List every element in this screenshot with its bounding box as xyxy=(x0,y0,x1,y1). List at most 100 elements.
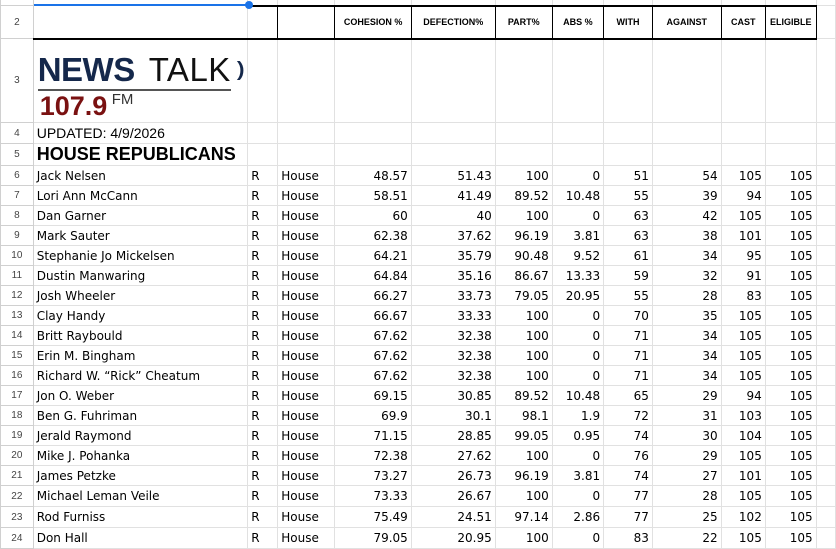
chamber-cell[interactable]: House xyxy=(277,185,336,206)
with-cell[interactable]: 76 xyxy=(603,445,653,466)
header-defection[interactable]: DEFECTION% xyxy=(410,4,496,40)
chamber-cell[interactable]: House xyxy=(277,205,336,226)
eligible-cell[interactable]: 105 xyxy=(764,445,817,466)
cell[interactable] xyxy=(815,143,836,166)
with-cell[interactable]: 55 xyxy=(603,285,653,306)
part-cell[interactable]: 100 xyxy=(494,527,553,549)
row-number[interactable]: 4 xyxy=(0,122,34,144)
cell[interactable] xyxy=(551,143,605,166)
part-cell[interactable]: 100 xyxy=(494,165,553,186)
chamber-cell[interactable]: House xyxy=(277,506,336,528)
cell[interactable] xyxy=(815,225,836,246)
row-number[interactable]: 16 xyxy=(0,365,34,386)
abs-cell[interactable]: 0 xyxy=(551,305,605,326)
with-cell[interactable]: 55 xyxy=(603,185,653,206)
legislator-name[interactable]: Jack Nelsen xyxy=(32,165,249,186)
part-cell[interactable]: 100 xyxy=(494,325,553,346)
legislator-name[interactable]: Mike J. Pohanka xyxy=(32,445,249,466)
part-cell[interactable]: 100 xyxy=(494,205,553,226)
defection-cell[interactable]: 32.38 xyxy=(410,345,496,366)
party-cell[interactable]: R xyxy=(247,345,279,366)
against-cell[interactable]: 38 xyxy=(651,225,722,246)
header-part[interactable]: PART% xyxy=(494,4,553,40)
cell[interactable] xyxy=(651,143,722,166)
abs-cell[interactable]: 3.81 xyxy=(551,465,605,486)
eligible-cell[interactable]: 105 xyxy=(764,527,817,549)
defection-cell[interactable]: 28.85 xyxy=(410,425,496,446)
party-cell[interactable]: R xyxy=(247,245,279,266)
cell[interactable] xyxy=(494,38,553,123)
abs-cell[interactable]: 20.95 xyxy=(551,285,605,306)
against-cell[interactable]: 28 xyxy=(651,485,722,507)
party-cell[interactable]: R xyxy=(247,265,279,286)
header-against[interactable]: AGAINST xyxy=(651,4,722,40)
abs-cell[interactable]: 0 xyxy=(551,205,605,226)
against-cell[interactable]: 34 xyxy=(651,365,722,386)
cast-cell[interactable]: 101 xyxy=(720,465,766,486)
cast-cell[interactable]: 102 xyxy=(720,506,766,528)
abs-cell[interactable]: 0.95 xyxy=(551,425,605,446)
chamber-cell[interactable]: House xyxy=(277,165,336,186)
cohesion-cell[interactable]: 67.62 xyxy=(334,345,412,366)
cell[interactable] xyxy=(815,527,836,549)
abs-cell[interactable]: 0 xyxy=(551,345,605,366)
cohesion-cell[interactable]: 48.57 xyxy=(334,165,412,186)
cohesion-cell[interactable]: 71.15 xyxy=(334,425,412,446)
cast-cell[interactable]: 105 xyxy=(720,345,766,366)
cell[interactable] xyxy=(815,405,836,426)
against-cell[interactable]: 32 xyxy=(651,265,722,286)
party-cell[interactable]: R xyxy=(247,506,279,528)
cell[interactable] xyxy=(334,122,412,144)
cast-cell[interactable]: 105 xyxy=(720,165,766,186)
abs-cell[interactable]: 0 xyxy=(551,365,605,386)
cohesion-cell[interactable]: 69.15 xyxy=(334,385,412,406)
cast-cell[interactable]: 105 xyxy=(720,325,766,346)
eligible-cell[interactable]: 105 xyxy=(764,465,817,486)
with-cell[interactable]: 77 xyxy=(603,506,653,528)
row-number[interactable]: 17 xyxy=(0,385,34,406)
against-cell[interactable]: 25 xyxy=(651,506,722,528)
defection-cell[interactable]: 40 xyxy=(410,205,496,226)
defection-cell[interactable]: 33.33 xyxy=(410,305,496,326)
part-cell[interactable]: 99.05 xyxy=(494,425,553,446)
row-number[interactable]: 20 xyxy=(0,445,34,466)
party-cell[interactable]: R xyxy=(247,225,279,246)
with-cell[interactable]: 63 xyxy=(603,225,653,246)
with-cell[interactable]: 59 xyxy=(603,265,653,286)
cell[interactable] xyxy=(277,38,336,123)
party-cell[interactable]: R xyxy=(247,365,279,386)
cohesion-cell[interactable]: 66.67 xyxy=(334,305,412,326)
abs-cell[interactable]: 3.81 xyxy=(551,225,605,246)
abs-cell[interactable]: 10.48 xyxy=(551,385,605,406)
cell[interactable] xyxy=(764,38,817,123)
against-cell[interactable]: 30 xyxy=(651,425,722,446)
with-cell[interactable]: 61 xyxy=(603,245,653,266)
part-cell[interactable]: 96.19 xyxy=(494,465,553,486)
chamber-cell[interactable]: House xyxy=(277,325,336,346)
part-cell[interactable]: 90.48 xyxy=(494,245,553,266)
cell[interactable] xyxy=(551,122,605,144)
cell[interactable] xyxy=(720,38,766,123)
row-number[interactable]: 2 xyxy=(0,5,34,39)
cast-cell[interactable]: 94 xyxy=(720,185,766,206)
against-cell[interactable]: 42 xyxy=(651,205,722,226)
cast-cell[interactable]: 83 xyxy=(720,285,766,306)
legislator-name[interactable]: Lori Ann McCann xyxy=(32,185,249,206)
defection-cell[interactable]: 27.62 xyxy=(410,445,496,466)
cast-cell[interactable]: 94 xyxy=(720,385,766,406)
abs-cell[interactable]: 13.33 xyxy=(551,265,605,286)
party-cell[interactable]: R xyxy=(247,185,279,206)
cell[interactable] xyxy=(815,265,836,286)
part-cell[interactable]: 100 xyxy=(494,365,553,386)
cell[interactable] xyxy=(334,143,412,166)
defection-cell[interactable]: 32.38 xyxy=(410,365,496,386)
cell[interactable] xyxy=(764,143,817,166)
party-cell[interactable]: R xyxy=(247,425,279,446)
legislator-name[interactable]: Erin M. Bingham xyxy=(32,345,249,366)
eligible-cell[interactable]: 105 xyxy=(764,165,817,186)
cell[interactable] xyxy=(410,143,496,166)
abs-cell[interactable]: 0 xyxy=(551,445,605,466)
legislator-name[interactable]: Richard W. “Rick” Cheatum xyxy=(32,365,249,386)
with-cell[interactable]: 65 xyxy=(603,385,653,406)
against-cell[interactable]: 22 xyxy=(651,527,722,549)
